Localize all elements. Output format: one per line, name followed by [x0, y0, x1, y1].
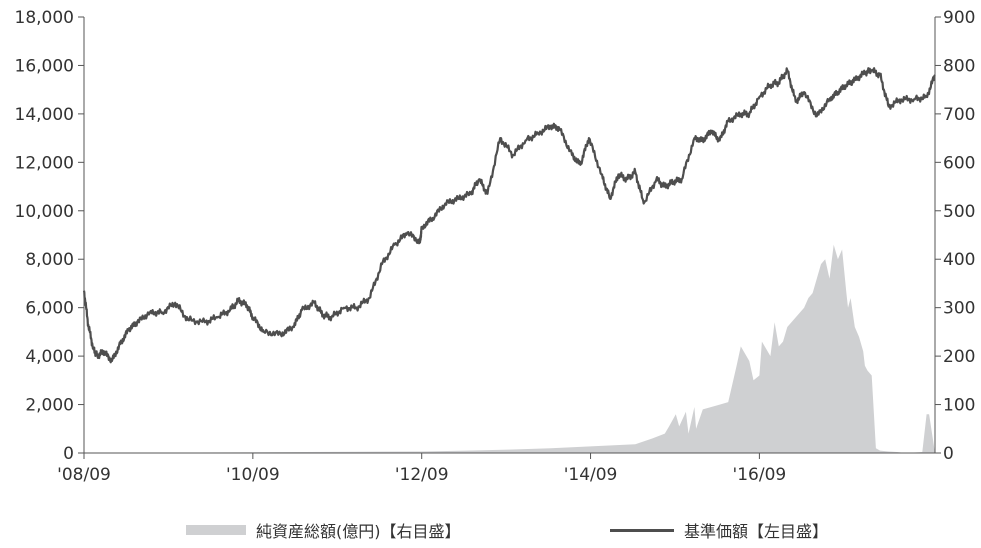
legend-label-nav: 基準価額【左目盛】: [684, 522, 829, 541]
right-tick-label: 900: [943, 8, 975, 28]
x-tick-label: '12/09: [395, 465, 449, 485]
left-tick-label: 18,000: [15, 8, 74, 28]
right-tick-label: 400: [943, 250, 975, 270]
legend-swatch-area: [186, 525, 246, 535]
right-tick-label: 600: [943, 153, 975, 173]
left-tick-label: 8,000: [25, 250, 74, 270]
nav-line: [82, 67, 936, 364]
left-tick-label: 4,000: [25, 347, 74, 367]
net-assets-area-layer: [84, 244, 935, 453]
left-tick-label: 16,000: [15, 56, 74, 76]
right-tick-label: 0: [943, 444, 954, 464]
left-tick-label: 6,000: [25, 299, 74, 319]
x-tick-label: '10/09: [226, 465, 280, 485]
right-tick-label: 200: [943, 347, 975, 367]
nav-line-layer: [82, 67, 936, 364]
right-tick-label: 100: [943, 396, 975, 416]
legend-nav: 基準価額【左目盛】: [610, 518, 828, 542]
right-tick-label: 500: [943, 202, 975, 222]
axes: [78, 16, 941, 459]
legend-swatch-line: [610, 528, 674, 532]
legend-net-assets: 純資産総額(億円)【右目盛】: [186, 518, 461, 542]
legend-label-net-assets: 純資産総額(億円)【右目盛】: [256, 522, 461, 541]
left-tick-label: 12,000: [15, 153, 74, 173]
left-tick-label: 10,000: [15, 202, 74, 222]
x-tick-label: '08/09: [57, 465, 111, 485]
net-assets-area: [84, 244, 935, 453]
right-tick-label: 800: [943, 56, 975, 76]
right-tick-label: 300: [943, 299, 975, 319]
x-tick-label: '16/09: [733, 465, 787, 485]
left-tick-label: 2,000: [25, 396, 74, 416]
left-tick-label: 0: [63, 444, 74, 464]
x-tick-label: '14/09: [564, 465, 618, 485]
tick-labels: 0 2,000 4,000 6,000 8,000 10,000 12,000 14,000 1…: [15, 8, 976, 485]
left-tick-label: 14,000: [15, 105, 74, 125]
right-tick-label: 700: [943, 105, 975, 125]
